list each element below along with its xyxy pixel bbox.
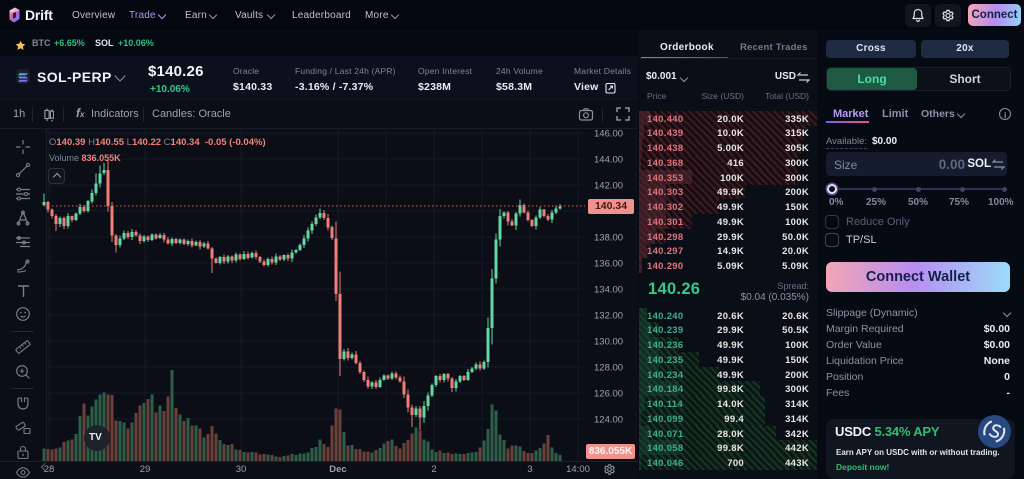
svg-text:3: 3	[527, 464, 532, 475]
svg-text:144.00: 144.00	[594, 155, 623, 166]
svg-text:142.00: 142.00	[594, 181, 623, 192]
svg-text:132.00: 132.00	[594, 311, 623, 322]
svg-text:126.00: 126.00	[594, 389, 623, 400]
svg-text:134.00: 134.00	[594, 285, 623, 296]
svg-text:138.00: 138.00	[594, 233, 623, 244]
svg-text:146.00: 146.00	[594, 129, 623, 140]
svg-text:14:00: 14:00	[566, 464, 590, 475]
svg-text:28: 28	[44, 464, 55, 475]
svg-text:30: 30	[236, 464, 247, 475]
svg-text:136.00: 136.00	[594, 259, 623, 270]
svg-text:29: 29	[140, 464, 151, 475]
svg-text:2: 2	[431, 464, 436, 475]
svg-text:128.00: 128.00	[594, 363, 623, 374]
svg-text:Dec: Dec	[329, 464, 346, 475]
svg-text:130.00: 130.00	[594, 337, 623, 348]
svg-text:124.00: 124.00	[594, 415, 623, 426]
